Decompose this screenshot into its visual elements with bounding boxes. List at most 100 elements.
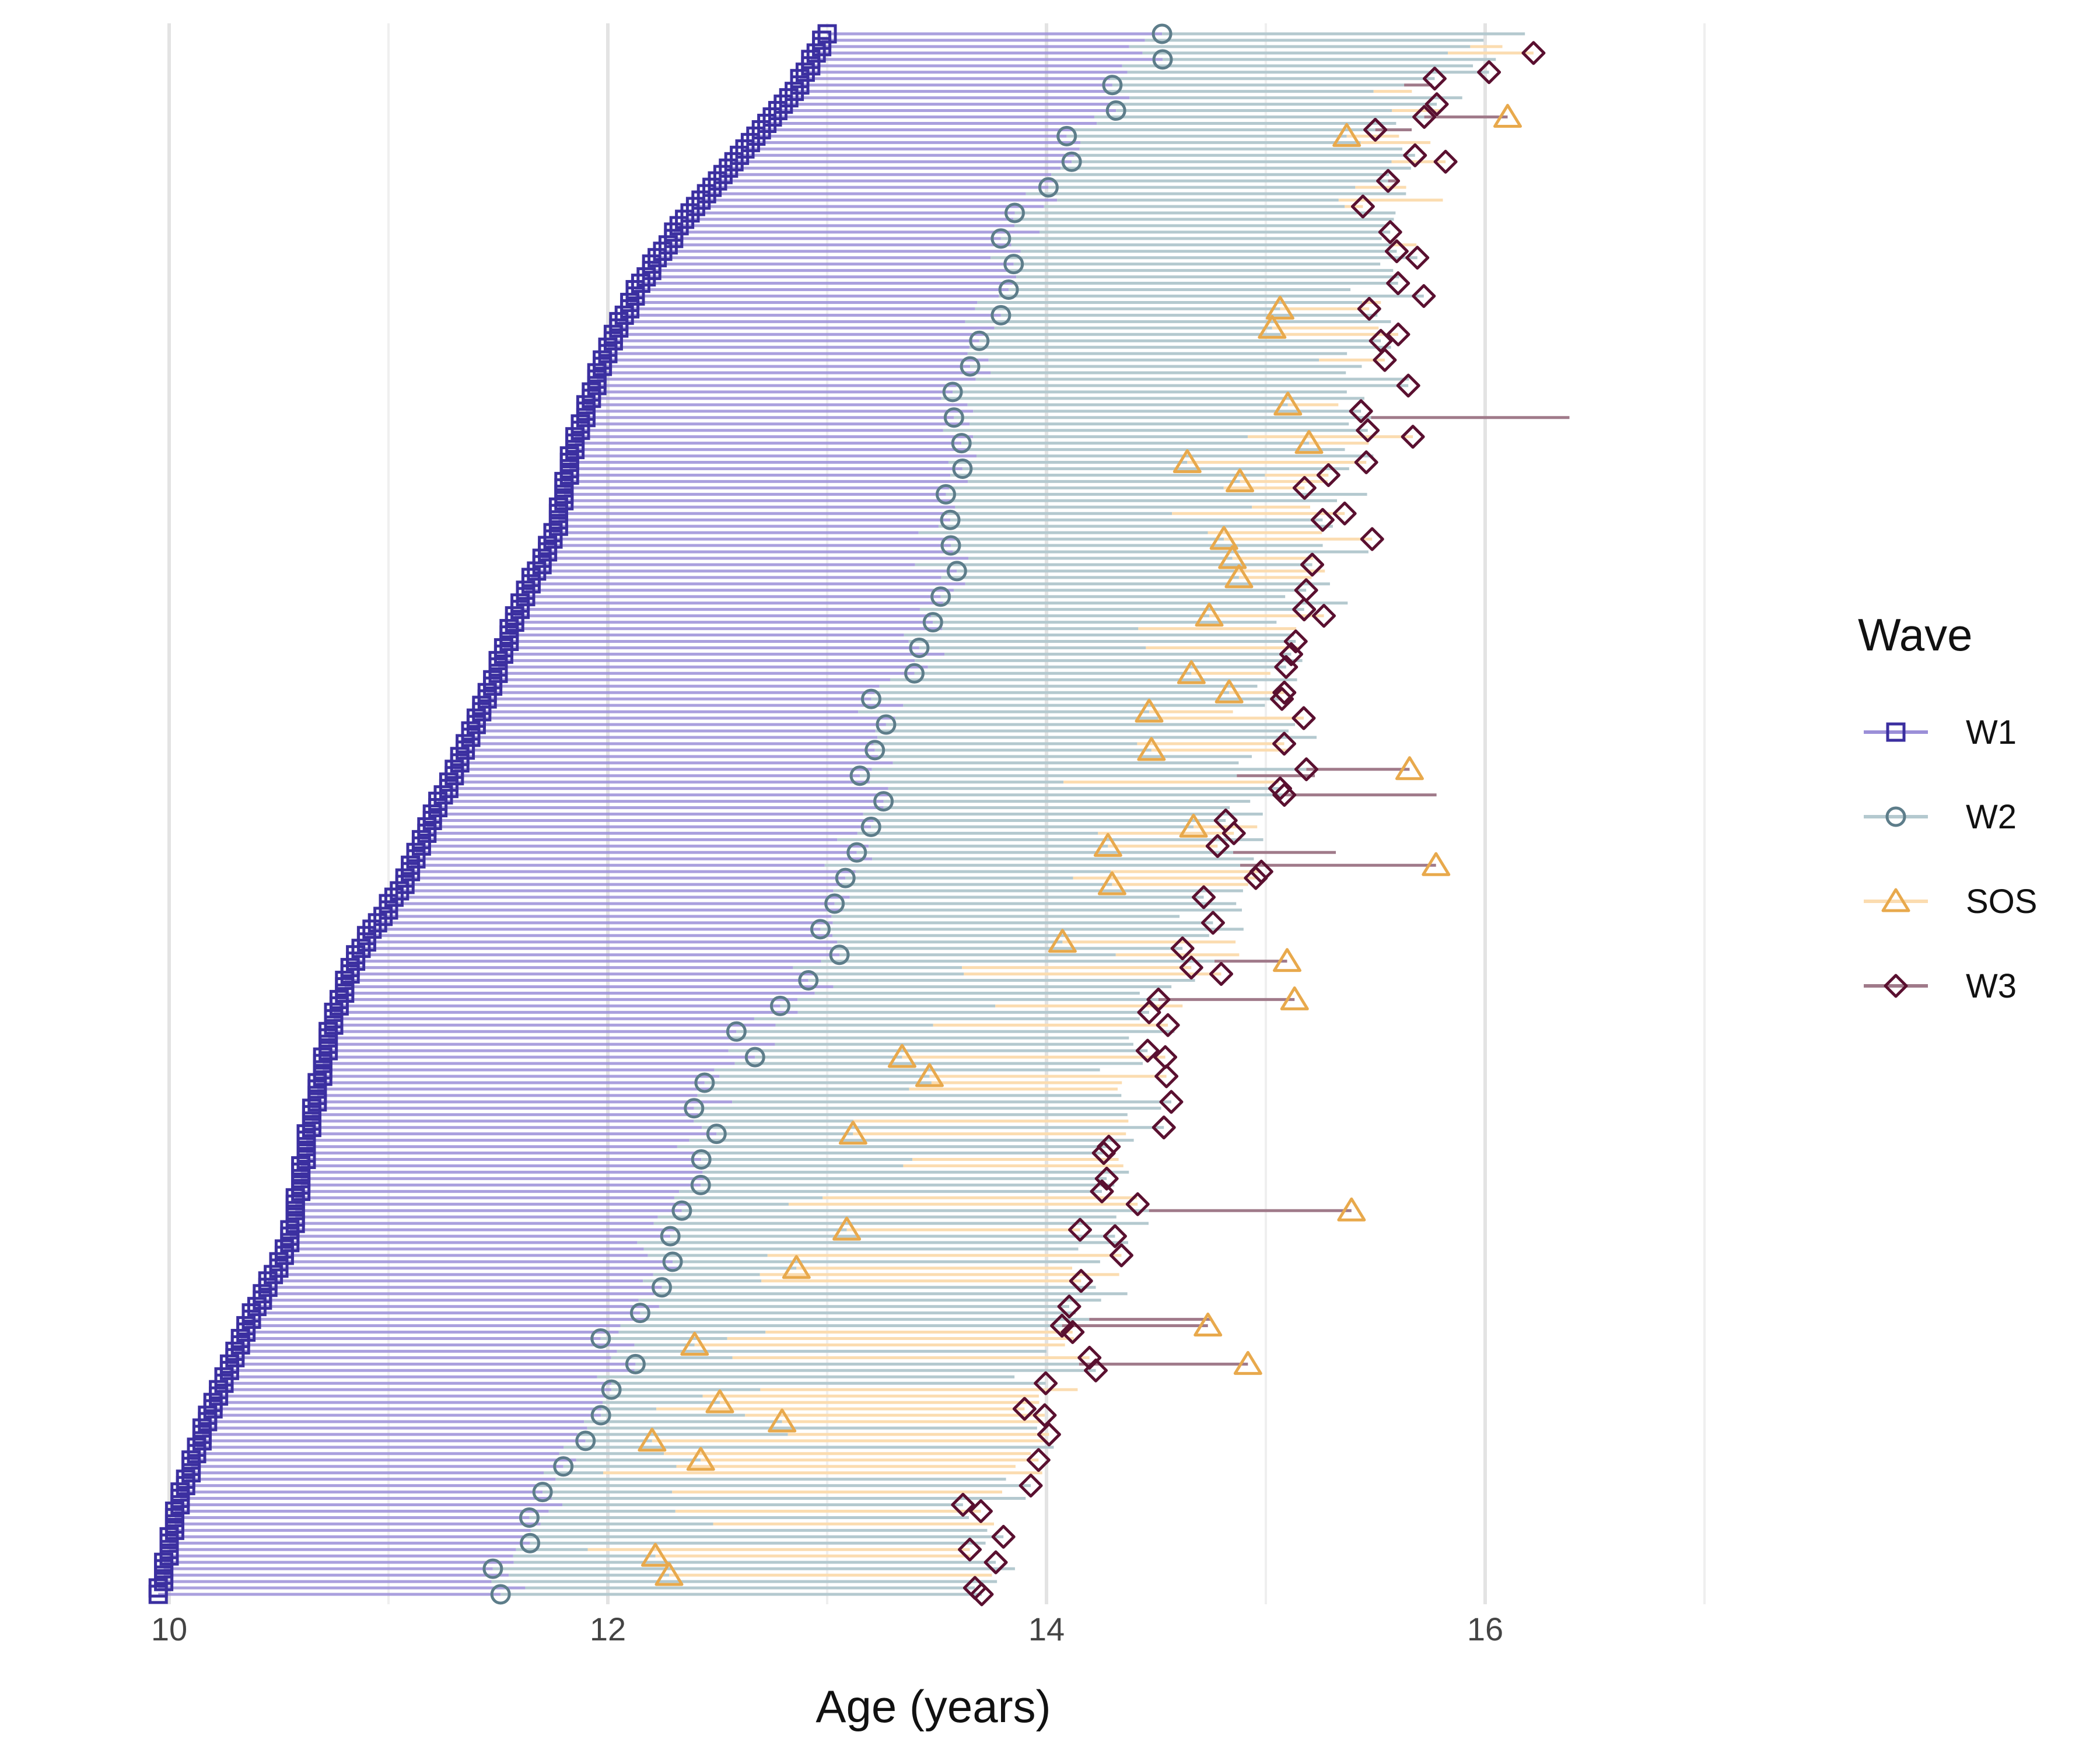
w1-point	[636, 267, 656, 287]
w2-point	[1102, 75, 1123, 96]
w1-point	[335, 971, 355, 991]
x-tick-label: 14	[1028, 1611, 1065, 1647]
w1-point	[181, 1450, 201, 1470]
w3-point	[1154, 1064, 1179, 1089]
w2-point	[1152, 49, 1173, 70]
sos-point	[1280, 986, 1309, 1010]
legend-entry: W3	[1864, 967, 2017, 1005]
w1-point	[554, 471, 574, 491]
w1-span-layer	[158, 32, 1163, 1596]
legend-title: Wave	[1858, 609, 1973, 660]
w1-point	[340, 958, 360, 978]
w1-point	[499, 619, 519, 639]
sos-point	[1218, 545, 1247, 569]
w1-point	[461, 721, 481, 741]
w1-point	[548, 497, 568, 517]
w2-point	[960, 356, 981, 377]
w2-point	[662, 1251, 683, 1272]
w1-point	[324, 1002, 344, 1022]
w3-point	[1378, 220, 1402, 244]
w3-point	[1146, 987, 1171, 1012]
w3-point	[1102, 1224, 1127, 1248]
w3-point	[991, 1524, 1016, 1549]
w2-point	[575, 1430, 596, 1451]
w2-point	[601, 1379, 622, 1400]
sos-point	[1422, 852, 1451, 876]
w1-point	[603, 324, 623, 344]
w2-point	[1038, 177, 1059, 198]
w1-point	[356, 926, 376, 946]
w2-point	[690, 1174, 711, 1195]
w2-span-layer	[491, 32, 1525, 1596]
w1-point	[258, 1271, 278, 1291]
w3-point	[1310, 508, 1335, 532]
w2-point	[969, 330, 990, 351]
w2-point	[769, 995, 790, 1016]
legend-label: W3	[1966, 967, 2017, 1005]
w1-point	[505, 606, 524, 626]
sos-point	[1224, 564, 1254, 589]
x-axis: 10 12 14 16	[151, 1611, 1503, 1647]
w2-point	[553, 1456, 574, 1477]
w2-point	[846, 842, 867, 863]
sos-point	[768, 1408, 797, 1433]
w2-point	[940, 509, 961, 530]
w3-point	[1213, 808, 1238, 832]
w1-point	[428, 792, 448, 811]
w2-point	[860, 688, 881, 709]
w2-point	[519, 1507, 540, 1528]
w1-point	[559, 446, 579, 466]
w3-point	[1068, 1217, 1093, 1242]
w1-point	[685, 197, 705, 216]
w3-point	[1192, 885, 1216, 909]
w3-point	[1159, 1090, 1184, 1114]
w1-point	[225, 1341, 245, 1361]
w1-point	[713, 165, 733, 184]
w1-point	[719, 158, 738, 178]
w3-point	[1384, 239, 1409, 264]
w1-point	[209, 1380, 229, 1399]
w3-point	[1091, 1141, 1116, 1166]
w1-point	[740, 132, 760, 152]
w1-point	[795, 62, 815, 82]
w2-point	[810, 919, 831, 940]
w2-point	[694, 1072, 715, 1093]
w3-point	[1412, 105, 1437, 130]
w1-point	[538, 536, 558, 555]
w1-point	[302, 1098, 321, 1118]
w3-point	[1350, 194, 1375, 219]
w2-point	[991, 228, 1012, 249]
w2-point	[998, 279, 1019, 300]
w1-point	[527, 561, 547, 581]
w1-point	[521, 568, 541, 587]
w2-point	[1152, 23, 1172, 44]
w2-point	[876, 714, 897, 735]
w2-point	[829, 944, 850, 965]
sos-point	[915, 1063, 944, 1087]
w1-point	[411, 830, 431, 849]
sos-point	[1179, 813, 1208, 838]
sos-point	[1294, 430, 1324, 454]
sos-point	[654, 1562, 684, 1586]
legend-entry: W2	[1864, 798, 2017, 836]
w1-point	[395, 868, 415, 888]
w1-point	[176, 1469, 195, 1489]
legend-diamond-icon	[1884, 974, 1908, 998]
w1-point	[154, 1552, 174, 1572]
w3-point	[1094, 1166, 1119, 1191]
w3-point	[1077, 1345, 1102, 1370]
w3-point	[1069, 1269, 1093, 1293]
w2-point	[590, 1328, 611, 1349]
w2-point	[625, 1353, 646, 1374]
w3-point	[963, 1576, 987, 1600]
w1-point	[444, 760, 464, 779]
w3-point	[1153, 1045, 1178, 1069]
sos-point	[1226, 468, 1255, 492]
w3-point	[1135, 1038, 1160, 1063]
w2-point	[1003, 254, 1024, 275]
w3-point	[970, 1582, 994, 1607]
w1-point	[785, 82, 804, 102]
w3-point	[1156, 1013, 1180, 1037]
sos-point	[1137, 737, 1166, 761]
